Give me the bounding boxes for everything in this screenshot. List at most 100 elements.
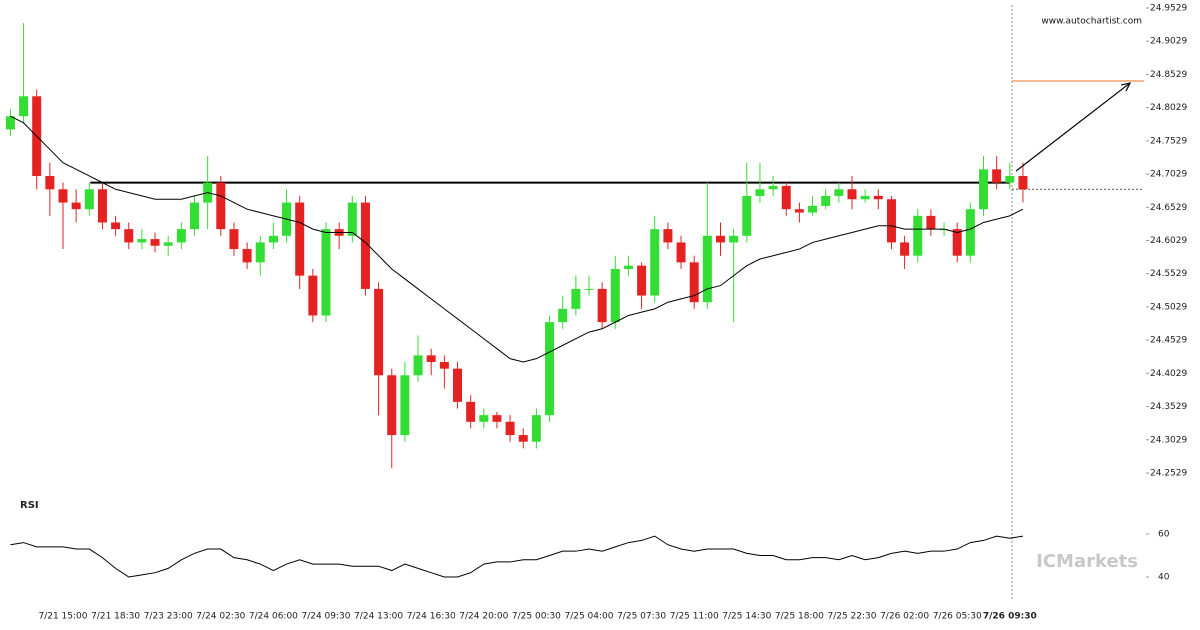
- candle-body: [97, 189, 107, 223]
- candle-body: [1005, 175, 1015, 183]
- candle-body: [5, 116, 15, 130]
- y-tick-label: 24.3029: [1150, 435, 1187, 445]
- x-tick-label: 7/25 22:30: [827, 612, 876, 622]
- y-tick-label: 24.4529: [1150, 336, 1187, 346]
- y-tick-label: 24.8529: [1150, 70, 1187, 80]
- x-tick-label: 7/24 09:30: [301, 612, 350, 622]
- candle-body: [466, 401, 476, 422]
- x-tick-label: 7/23 23:00: [144, 612, 193, 622]
- candle-body: [453, 368, 462, 402]
- candle-body: [84, 189, 94, 210]
- y-tick-label: 24.7029: [1150, 170, 1187, 180]
- y-tick-label: 24.6529: [1150, 203, 1187, 213]
- candle-body: [426, 355, 436, 362]
- candle-body: [71, 202, 81, 210]
- candle-body: [176, 229, 186, 243]
- candle-body: [163, 242, 173, 246]
- x-tick-label: 7/26 02:00: [880, 612, 929, 622]
- y-tick-label: 24.8029: [1150, 103, 1187, 113]
- candle-body: [45, 175, 55, 190]
- y-tick-label: 24.3529: [1150, 402, 1187, 412]
- candle-body: [755, 189, 765, 196]
- candle-body: [387, 375, 397, 436]
- candle-body: [663, 229, 673, 243]
- candle-body: [558, 308, 568, 323]
- candle-body: [268, 235, 278, 243]
- y-tick-label: 24.9529: [1150, 3, 1187, 13]
- candle-body: [834, 189, 844, 196]
- candle-body: [584, 288, 594, 290]
- y-tick-label: 24.6029: [1150, 236, 1187, 246]
- candle-body: [926, 215, 936, 230]
- x-tick-label: 7/26 05:30: [933, 612, 982, 622]
- candle-body: [505, 421, 515, 436]
- candle-body: [808, 205, 818, 213]
- candle-body: [229, 229, 239, 250]
- candle-body: [623, 265, 633, 269]
- x-tick-label: 7/25 14:30: [722, 612, 771, 622]
- candle-body: [913, 215, 923, 256]
- x-tick-label: 7/25 00:30: [512, 612, 561, 622]
- candle-body: [702, 235, 712, 303]
- candle-body: [742, 195, 752, 236]
- rsi-tick-label: 60: [1158, 529, 1170, 539]
- rsi-tick-label: 40: [1158, 572, 1170, 582]
- candle-body: [111, 222, 121, 230]
- x-tick-label: 7/24 06:00: [249, 612, 298, 622]
- candle-body: [255, 242, 265, 263]
- candle-body: [873, 195, 883, 200]
- candle-body: [124, 229, 134, 243]
- watermark: ICMarkets: [1036, 551, 1138, 572]
- x-tick-label: 7/25 11:00: [670, 612, 719, 622]
- candle-body: [781, 185, 791, 210]
- forecast-arrow: [1015, 82, 1131, 172]
- x-tick-label: 7/21 15:00: [38, 612, 87, 622]
- candle-body: [597, 288, 607, 323]
- candle-body: [676, 242, 686, 263]
- candle-body: [886, 199, 896, 243]
- candle-body: [413, 355, 423, 376]
- candle-body: [689, 262, 699, 303]
- x-tick-label: 7/26 09:30: [983, 612, 1037, 622]
- candle-body: [847, 189, 857, 200]
- candle-body: [650, 229, 660, 296]
- candle-body: [900, 242, 910, 256]
- y-tick-label: 24.5029: [1150, 302, 1187, 312]
- candle-body: [150, 239, 160, 246]
- candle-body: [860, 195, 870, 200]
- rsi-title: RSI: [20, 500, 39, 511]
- candle-body: [952, 229, 962, 256]
- forecast-arrow-head: [1121, 82, 1132, 92]
- y-tick-label: 24.7529: [1150, 136, 1187, 146]
- x-tick-label: 7/21 18:30: [91, 612, 140, 622]
- website-label: www.autochartist.com: [1041, 17, 1142, 27]
- x-tick-label: 7/24 13:00: [354, 612, 403, 622]
- y-tick-label: 24.9029: [1150, 37, 1187, 47]
- candle-body: [321, 229, 331, 316]
- candle-body: [347, 202, 357, 236]
- candle-body: [1018, 175, 1028, 190]
- x-tick-label: 7/25 18:00: [775, 612, 824, 622]
- x-tick-label: 7/25 07:30: [617, 612, 666, 622]
- candle-body: [137, 239, 147, 243]
- candle-body: [716, 235, 725, 243]
- x-tick-label: 7/24 20:00: [459, 612, 508, 622]
- candle-body: [729, 235, 739, 243]
- candle-body: [400, 375, 410, 436]
- candle-body: [992, 169, 1002, 183]
- candle-body: [308, 275, 318, 316]
- candle-body: [216, 182, 226, 230]
- moving-average: [10, 115, 1024, 363]
- y-tick-label: 24.5529: [1150, 269, 1187, 279]
- candle-body: [492, 415, 502, 422]
- candle-body: [360, 202, 370, 289]
- candle-body: [190, 202, 199, 230]
- candle-body: [571, 288, 581, 309]
- y-tick-label: 24.4029: [1150, 369, 1187, 379]
- candle-body: [439, 361, 449, 369]
- candle-body: [479, 415, 489, 422]
- candle-body: [965, 209, 975, 256]
- candle-body: [518, 435, 528, 442]
- candle-body: [768, 185, 778, 190]
